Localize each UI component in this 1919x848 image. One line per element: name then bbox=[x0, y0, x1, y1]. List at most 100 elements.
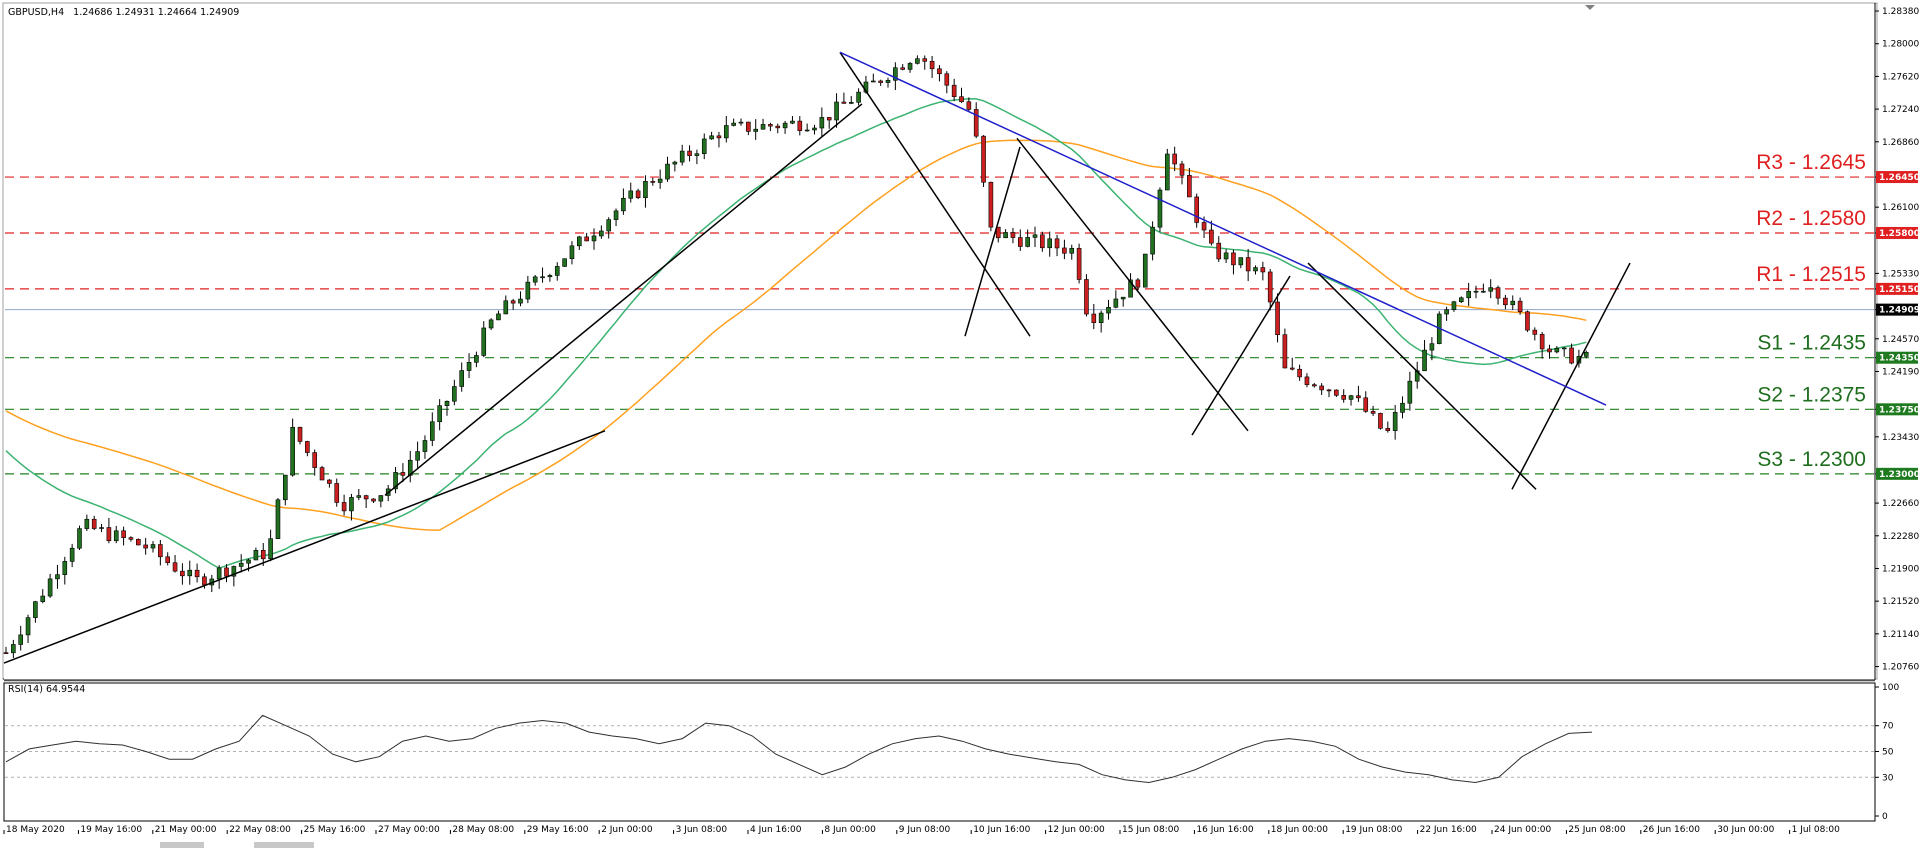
bull-candle bbox=[643, 181, 648, 199]
bull-candle bbox=[150, 544, 156, 549]
bull-candle bbox=[540, 276, 545, 279]
bear-candle bbox=[1172, 153, 1177, 165]
time-tick-label: 21 May 00:00 bbox=[155, 825, 217, 835]
bull-candle bbox=[870, 80, 876, 83]
current-price-tag bbox=[1876, 303, 1918, 316]
bear-candle bbox=[929, 60, 935, 70]
bull-candle bbox=[804, 129, 810, 132]
rsi-tick-label: 50 bbox=[1882, 748, 1894, 758]
bull-candle bbox=[532, 276, 538, 283]
bull-candle bbox=[672, 161, 678, 165]
bull-candle bbox=[496, 313, 501, 321]
rsi-pane[interactable] bbox=[3, 682, 1876, 822]
bear-candle bbox=[363, 495, 369, 500]
bull-candle bbox=[55, 574, 60, 580]
bull-candle bbox=[466, 362, 472, 371]
bear-candle bbox=[650, 181, 656, 183]
bear-candle bbox=[981, 135, 986, 183]
bull-candle bbox=[518, 298, 523, 304]
bear-candle bbox=[951, 84, 957, 97]
bear-candle bbox=[297, 426, 303, 442]
trendline bbox=[839, 51, 1031, 337]
rsi-header: RSI(14) 64.9544 bbox=[8, 684, 85, 695]
bull-candle bbox=[606, 219, 612, 232]
trendline bbox=[1307, 262, 1537, 490]
time-tick-label: 10 Jun 16:00 bbox=[973, 825, 1030, 835]
bull-candle bbox=[1120, 296, 1126, 300]
time-tick-label: 28 May 08:00 bbox=[452, 825, 514, 835]
bear-candle bbox=[922, 58, 928, 62]
price-pane[interactable]: R3 - 1.2645 R2 - 1.2580 R1 - 1.2515 S1 - 1.… bbox=[3, 4, 1876, 681]
bull-candle bbox=[753, 128, 759, 132]
time-tick-label: 12 Jun 00:00 bbox=[1048, 825, 1105, 835]
time-tick-label: 18 Jun 00:00 bbox=[1271, 825, 1328, 835]
bull-candle bbox=[907, 63, 913, 70]
level-label: S1 - 1.2435 bbox=[1757, 332, 1866, 355]
bear-candle bbox=[371, 498, 376, 502]
bear-candle bbox=[305, 441, 310, 453]
bull-candle bbox=[1348, 395, 1354, 400]
bull-candle bbox=[760, 124, 766, 130]
bull-candle bbox=[415, 451, 420, 461]
bull-candle bbox=[62, 561, 68, 575]
bear-candle bbox=[165, 556, 170, 563]
bull-candle bbox=[731, 122, 736, 126]
bull-candle bbox=[1407, 380, 1413, 404]
bear-candle bbox=[1194, 196, 1199, 223]
bear-candle bbox=[312, 452, 318, 468]
bear-candle bbox=[106, 527, 112, 542]
bear-candle bbox=[797, 120, 803, 131]
bull-candle bbox=[187, 569, 193, 577]
bear-candle bbox=[1231, 252, 1236, 266]
price-tick-label: 1.28000 bbox=[1882, 40, 1919, 50]
time-tick-label: 4 Jun 16:00 bbox=[750, 825, 802, 835]
bear-candle bbox=[224, 567, 229, 577]
bear-candle bbox=[775, 125, 781, 129]
bull-candle bbox=[503, 300, 509, 315]
bear-candle bbox=[1539, 334, 1545, 350]
bear-candle bbox=[1076, 247, 1082, 280]
price-axis: 1.28380 1.28000 1.27620 1.27240 1.26860 1.264… bbox=[1875, 7, 1919, 673]
price-tags: 1.26450 1.25800 1.25150 1.24350 1.23750 1.230… bbox=[1876, 171, 1919, 480]
bear-candle bbox=[1503, 297, 1508, 306]
level-tag-text: 1.25800 bbox=[1879, 229, 1919, 239]
bear-candle bbox=[1209, 229, 1214, 244]
bear-candle bbox=[1040, 234, 1045, 249]
price-tick-label: 1.22660 bbox=[1882, 499, 1919, 509]
bear-candle bbox=[1385, 428, 1391, 431]
scroll-thumb-2[interactable] bbox=[254, 842, 314, 848]
level-label: R1 - 1.2515 bbox=[1756, 263, 1866, 286]
trendline bbox=[1511, 262, 1631, 490]
bull-candle bbox=[25, 617, 31, 636]
bear-candle bbox=[1245, 257, 1251, 272]
bull-candle bbox=[378, 495, 384, 502]
bear-candle bbox=[1532, 329, 1538, 335]
bear-candle bbox=[121, 530, 126, 538]
bear-candle bbox=[128, 537, 134, 540]
bull-candle bbox=[1510, 300, 1516, 306]
chart-shift-icon[interactable] bbox=[1585, 5, 1595, 10]
price-tick-label: 1.20760 bbox=[1882, 663, 1919, 673]
bull-candle bbox=[848, 101, 854, 104]
price-tick-label: 1.27620 bbox=[1882, 72, 1919, 82]
bear-candle bbox=[136, 539, 141, 546]
bull-candle bbox=[1098, 312, 1104, 324]
scroll-thumb[interactable] bbox=[160, 842, 204, 848]
bear-candle bbox=[1091, 313, 1097, 324]
bull-candle bbox=[488, 319, 494, 329]
bear-candle bbox=[687, 150, 692, 156]
bull-candle bbox=[99, 527, 104, 529]
candlesticks bbox=[3, 55, 1589, 659]
bull-candle bbox=[77, 528, 82, 549]
bear-candle bbox=[341, 502, 347, 512]
time-tick-label: 18 May 2020 bbox=[6, 825, 65, 835]
bear-candle bbox=[334, 483, 340, 503]
bear-candle bbox=[1334, 389, 1339, 396]
bear-candle bbox=[319, 467, 325, 481]
bear-candle bbox=[635, 190, 641, 199]
current-price-tag-text: 1.24909 bbox=[1879, 306, 1919, 316]
bull-candle bbox=[562, 258, 567, 267]
bull-candle bbox=[856, 91, 861, 103]
bull-candle bbox=[1473, 290, 1479, 293]
bull-candle bbox=[657, 178, 663, 183]
